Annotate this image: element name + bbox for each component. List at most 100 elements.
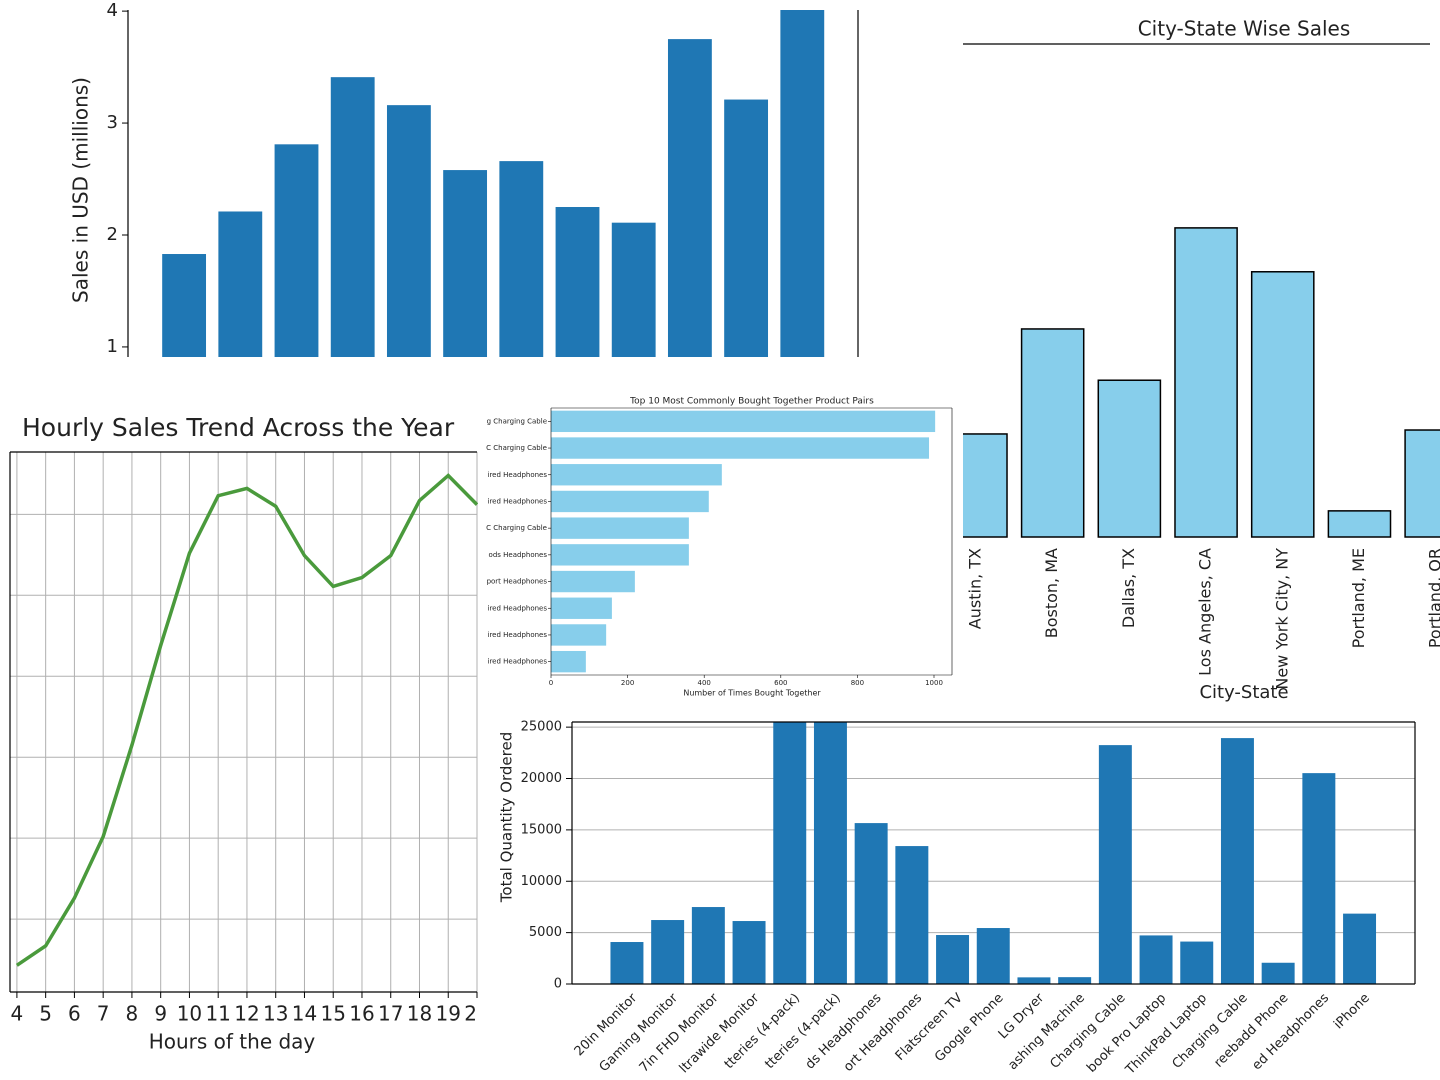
bar: [551, 490, 709, 513]
chart-panel: Austin, TX Boston, MA Dallas, TX Los Angele…: [963, 17, 1440, 703]
bar: [551, 517, 689, 539]
bar: [218, 211, 263, 357]
bar: [551, 624, 607, 646]
x-tick-label: 4: [11, 1002, 24, 1026]
bar: [691, 907, 725, 984]
chart-title: City-State Wise Sales: [1138, 17, 1351, 41]
y-tick-label: ired Headphones: [488, 497, 548, 505]
y-tick-label: ired Headphones: [488, 471, 548, 479]
bar: [936, 935, 970, 984]
bar: [1302, 773, 1336, 984]
y-tick-label: 1: [107, 336, 118, 357]
x-tick-label: Portland, OR: [1426, 548, 1440, 648]
y-tick-label: 0: [554, 977, 562, 992]
x-tick-label: ed Headphones: [1250, 991, 1333, 1074]
x-tick-label: 15: [320, 1002, 345, 1026]
x-tick-label: 400: [698, 679, 711, 687]
x-tick-label: 14: [292, 1002, 317, 1026]
bar: [724, 99, 769, 357]
x-axis-label: Number of Times Bought Together: [683, 689, 821, 698]
bar: [963, 433, 1008, 538]
bars: [162, 10, 825, 357]
bars: [610, 722, 1377, 984]
y-tick-label: 3: [107, 112, 118, 133]
bar: [780, 10, 825, 357]
x-tick-label: 9: [154, 1002, 167, 1026]
y-tick-label: 5000: [529, 925, 562, 940]
chart-title: Top 10 Most Commonly Bought Together Pro…: [629, 397, 874, 407]
bar: [551, 570, 635, 593]
y-tick-label: 20000: [521, 771, 562, 786]
x-tick-label: ds Headphones: [803, 991, 885, 1073]
bar: [1404, 429, 1440, 538]
bar: [1097, 379, 1162, 538]
bar: [1058, 977, 1092, 984]
bar: [854, 823, 888, 984]
bar: [551, 650, 586, 673]
bar: [1139, 935, 1173, 984]
x-tick-label: 16: [349, 1002, 374, 1026]
x-tick-label: 0: [549, 679, 553, 687]
bar: [1261, 962, 1295, 984]
y-tick-label: 15000: [521, 822, 562, 837]
bar: [610, 942, 644, 984]
y-tick-label: ods Headphones: [489, 551, 548, 559]
y-tick-label: ired Headphones: [488, 604, 548, 612]
bar: [551, 597, 612, 619]
bars: [963, 227, 1440, 538]
chart-title: Hourly Sales Trend Across the Year: [22, 413, 455, 442]
bar: [551, 437, 930, 459]
bar: [1174, 227, 1238, 538]
bar: [1017, 977, 1051, 984]
bar: [1343, 913, 1377, 984]
y-tick-label: C Charging Cable: [486, 444, 547, 452]
x-tick-label: 12: [234, 1002, 259, 1026]
chart-panel: 0 200 400 600 800 1000 g Charging Cable C Charg…: [486, 397, 953, 698]
x-tick-label: 1000: [925, 679, 943, 687]
x-tick-label: 600: [774, 679, 787, 687]
x-tick-label: 800: [851, 679, 864, 687]
bar: [1250, 271, 1315, 538]
x-tick-label: Boston, MA: [1042, 548, 1061, 638]
y-tick-label: C Charging Cable: [486, 524, 547, 532]
bar: [1220, 738, 1254, 984]
bar: [1180, 941, 1214, 984]
bar: [813, 722, 847, 984]
bar: [976, 928, 1010, 984]
bar: [330, 77, 375, 357]
bar: [732, 921, 766, 984]
line: [15, 473, 478, 967]
x-tick-label: 18: [407, 1002, 432, 1026]
x-tick-label: Charging Cable: [1047, 991, 1128, 1072]
x-tick-label: 7: [97, 1002, 110, 1026]
x-tick-label: 10: [177, 1002, 202, 1026]
bar: [551, 464, 722, 486]
y-axis-label: Total Quantity Ordered: [498, 732, 516, 903]
y-tick-label: ired Headphones: [488, 631, 548, 639]
bar: [611, 222, 656, 357]
x-tick-label: 6: [68, 1002, 81, 1026]
bar: [551, 410, 936, 433]
bar: [895, 846, 929, 984]
y-tick-label: 10000: [521, 874, 562, 889]
x-tick-label: iPhone: [1331, 991, 1373, 1033]
x-tick-label: 8: [126, 1002, 139, 1026]
bar: [499, 161, 544, 357]
x-tick-label: 13: [263, 1002, 288, 1026]
bar: [1098, 745, 1132, 984]
bar: [551, 544, 689, 566]
chart-panel: 4 5 6 7 8 9 10 11 12 13 14 15 16 17 18 19 20 Hourly Sales…: [9, 413, 478, 1054]
y-tick-label: ired Headphones: [488, 658, 548, 666]
x-tick-label: 200: [621, 679, 634, 687]
x-tick-label: Portland, ME: [1349, 548, 1368, 648]
x-tick-label: Austin, TX: [965, 548, 984, 629]
bar: [443, 170, 488, 357]
x-tick-label: Charging Cable: [1170, 991, 1251, 1072]
y-tick-label: port Headphones: [487, 578, 548, 586]
bar: [1327, 510, 1392, 538]
x-tick-label: Los Angeles, CA: [1196, 548, 1215, 676]
bar: [651, 920, 685, 984]
chart-panel: 1 2 3 4 Sales in USD (millions): [69, 0, 859, 357]
y-tick-label: 2: [107, 224, 118, 245]
